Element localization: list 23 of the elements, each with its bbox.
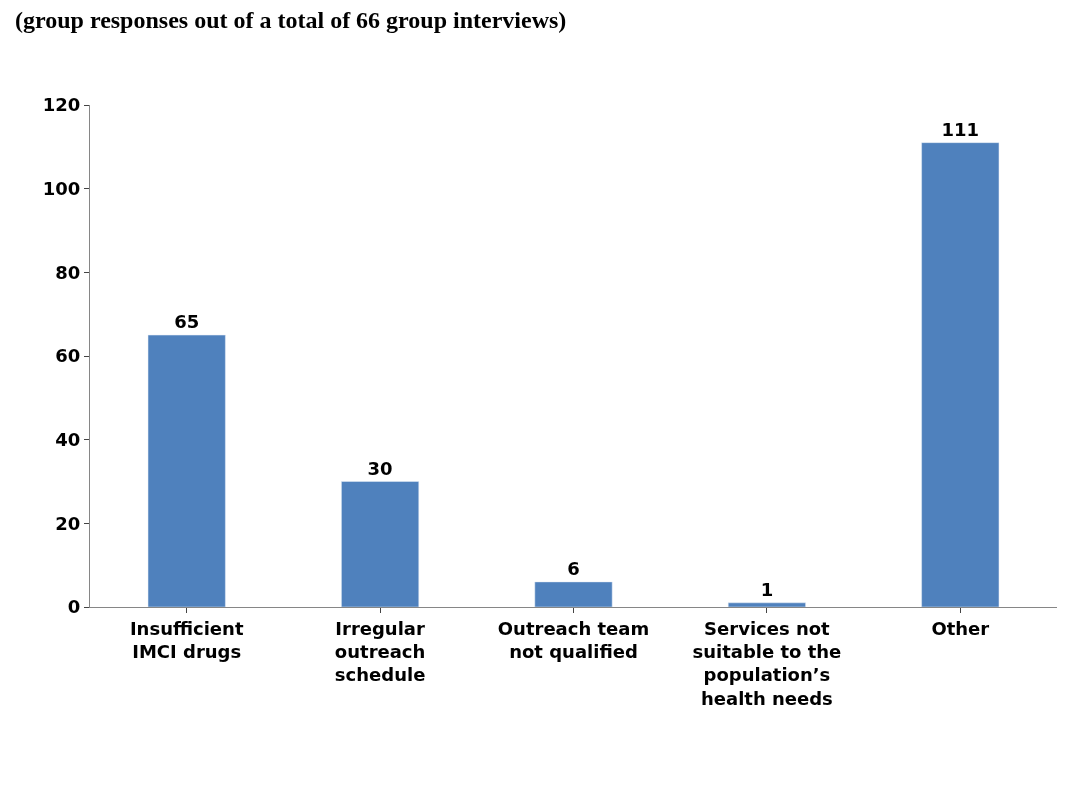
- y-tick-label: 100: [42, 177, 81, 199]
- x-tick-label: Services not suitable to the population’s health needs: [692, 617, 842, 709]
- y-tick-label: 0: [67, 596, 81, 618]
- bar: [727, 602, 806, 607]
- data-label: 1: [760, 578, 774, 600]
- data-label: 30: [367, 457, 393, 479]
- bar: [147, 334, 226, 607]
- x-tick-label: Outreach team not qualified: [497, 617, 650, 662]
- data-label: 111: [941, 118, 980, 140]
- y-tick-label: 20: [55, 512, 81, 534]
- data-label: 65: [174, 311, 200, 333]
- y-tick-label: 40: [55, 428, 81, 450]
- x-tick-label: Other: [931, 617, 990, 639]
- x-tick-label: Insufficient IMCI drugs: [129, 617, 244, 662]
- y-tick-label: 60: [55, 345, 81, 367]
- y-tick-label: 120: [42, 94, 81, 116]
- data-label: 6: [567, 557, 580, 579]
- bar: [534, 581, 613, 607]
- chart-subtitle: (group responses out of a total of 66 group interviews): [15, 7, 567, 33]
- bar: [921, 142, 1000, 607]
- y-tick-label: 80: [55, 261, 81, 283]
- bar: [341, 481, 420, 607]
- x-tick-label: Irregular outreach schedule: [334, 617, 426, 686]
